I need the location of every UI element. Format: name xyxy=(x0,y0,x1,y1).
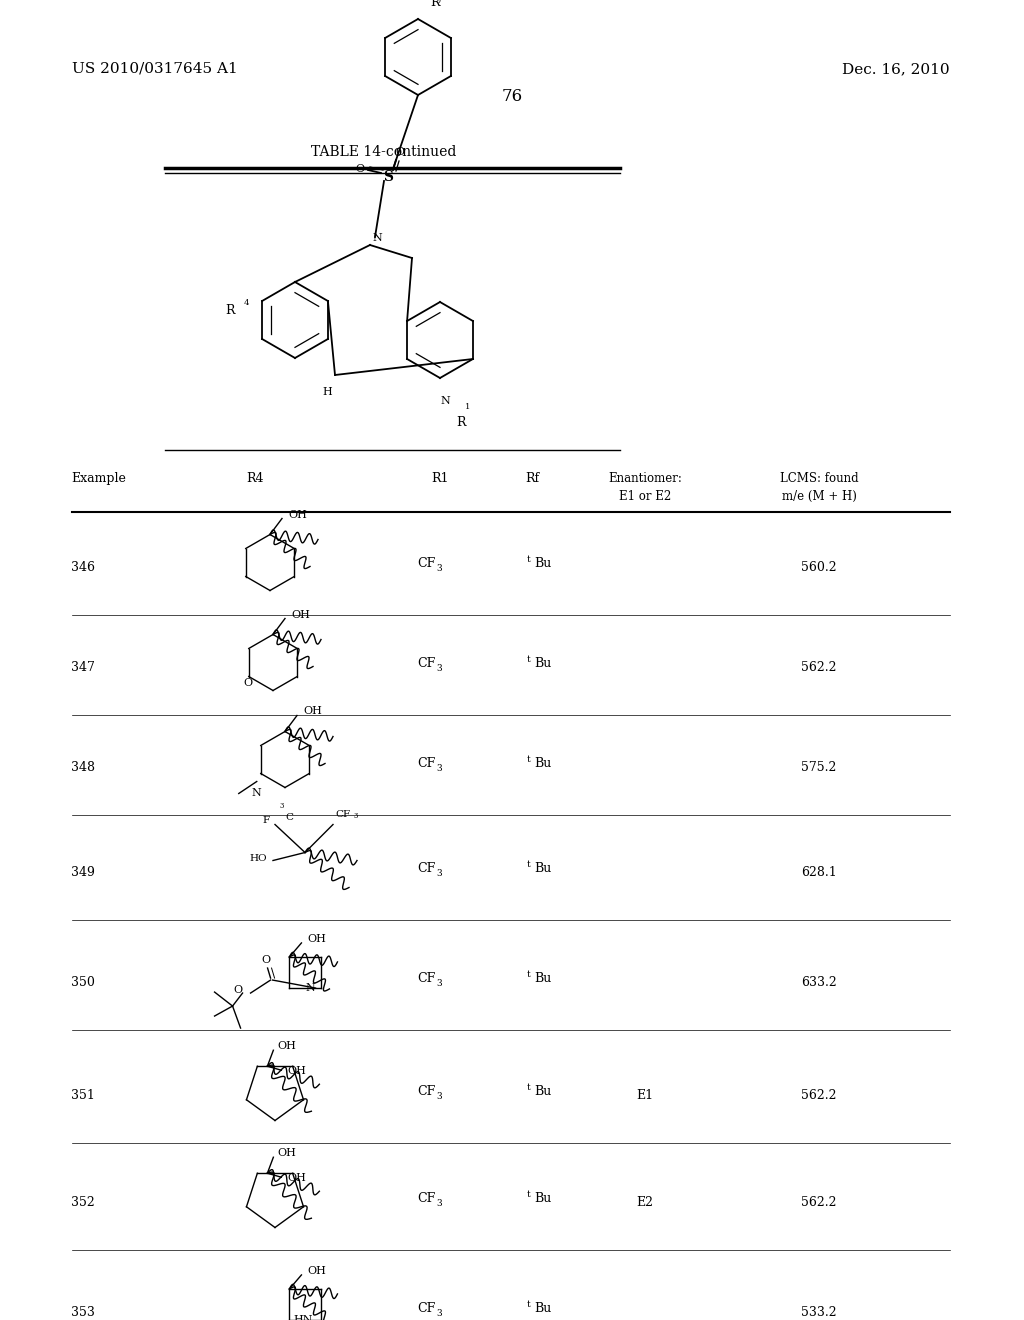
Text: O: O xyxy=(395,147,404,157)
Text: F: F xyxy=(263,816,270,825)
Text: Bu: Bu xyxy=(534,862,551,875)
Text: OH: OH xyxy=(288,510,307,520)
Text: 3: 3 xyxy=(436,1092,441,1101)
Text: Bu: Bu xyxy=(534,972,551,985)
Text: 348: 348 xyxy=(71,762,95,774)
Text: OH: OH xyxy=(303,706,322,717)
Text: CF: CF xyxy=(417,1192,435,1205)
Text: OH: OH xyxy=(288,1067,306,1076)
Text: t: t xyxy=(526,1082,530,1092)
Text: 3: 3 xyxy=(436,1199,441,1208)
Text: Example: Example xyxy=(71,473,126,484)
Text: Enantiomer:: Enantiomer: xyxy=(608,473,682,484)
Text: O: O xyxy=(355,164,365,174)
Text: Bu: Bu xyxy=(534,1085,551,1098)
Text: 353: 353 xyxy=(71,1305,95,1319)
Text: 3: 3 xyxy=(436,564,441,573)
Text: 533.2: 533.2 xyxy=(801,1305,837,1319)
Text: 562.2: 562.2 xyxy=(801,661,837,675)
Text: 3: 3 xyxy=(436,1309,441,1317)
Text: N: N xyxy=(306,983,315,993)
Text: OH: OH xyxy=(278,1148,296,1158)
Text: 633.2: 633.2 xyxy=(801,975,837,989)
Text: TABLE 14-continued: TABLE 14-continued xyxy=(311,145,457,158)
Text: t: t xyxy=(526,861,530,869)
Text: CF: CF xyxy=(417,1302,435,1315)
Text: 347: 347 xyxy=(71,661,95,675)
Text: 562.2: 562.2 xyxy=(801,1089,837,1102)
Text: 349: 349 xyxy=(71,866,95,879)
Text: Bu: Bu xyxy=(534,756,551,770)
Text: OH: OH xyxy=(291,610,310,619)
Text: LCMS: found: LCMS: found xyxy=(779,473,858,484)
Text: OH: OH xyxy=(307,935,327,944)
Text: Bu: Bu xyxy=(534,1302,551,1315)
Text: 3: 3 xyxy=(436,664,441,673)
Text: 351: 351 xyxy=(71,1089,95,1102)
Text: HN: HN xyxy=(293,1315,312,1320)
Text: E1: E1 xyxy=(637,1089,653,1102)
Text: t: t xyxy=(526,970,530,979)
Text: E1 or E2: E1 or E2 xyxy=(618,490,671,503)
Text: 3: 3 xyxy=(436,764,441,774)
Text: 3: 3 xyxy=(436,979,441,987)
Text: H: H xyxy=(323,387,332,397)
Text: N: N xyxy=(252,788,261,797)
Text: OH: OH xyxy=(288,1173,306,1183)
Text: m/e (M + H): m/e (M + H) xyxy=(781,490,856,503)
Text: CF: CF xyxy=(417,756,435,770)
Text: N: N xyxy=(372,234,382,243)
Text: S: S xyxy=(383,170,393,183)
Text: 562.2: 562.2 xyxy=(801,1196,837,1209)
Text: 350: 350 xyxy=(71,975,95,989)
Text: O: O xyxy=(261,956,270,965)
Text: t: t xyxy=(526,1300,530,1309)
Text: R: R xyxy=(225,304,234,317)
Text: t: t xyxy=(526,554,530,564)
Text: 560.2: 560.2 xyxy=(801,561,837,574)
Text: 3: 3 xyxy=(436,869,441,878)
Text: Rf: Rf xyxy=(525,473,539,484)
Text: 346: 346 xyxy=(71,561,95,574)
Text: N: N xyxy=(440,396,450,407)
Text: Bu: Bu xyxy=(534,657,551,671)
Text: C: C xyxy=(285,813,293,822)
Text: R: R xyxy=(457,416,466,429)
Text: 1: 1 xyxy=(465,403,471,411)
Text: Dec. 16, 2010: Dec. 16, 2010 xyxy=(843,62,950,77)
Text: 352: 352 xyxy=(71,1196,95,1209)
Text: t: t xyxy=(526,755,530,764)
Text: OH: OH xyxy=(307,1266,327,1276)
Text: E2: E2 xyxy=(637,1196,653,1209)
Text: CF: CF xyxy=(417,1085,435,1098)
Text: 628.1: 628.1 xyxy=(801,866,837,879)
Text: t: t xyxy=(526,655,530,664)
Text: 4: 4 xyxy=(244,300,250,308)
Text: OH: OH xyxy=(278,1041,296,1051)
Text: 575.2: 575.2 xyxy=(802,762,837,774)
Text: US 2010/0317645 A1: US 2010/0317645 A1 xyxy=(72,62,238,77)
Text: CF: CF xyxy=(417,972,435,985)
Text: 3: 3 xyxy=(353,812,357,820)
Text: O: O xyxy=(233,985,243,995)
Text: t: t xyxy=(526,1191,530,1199)
Text: f: f xyxy=(439,0,442,3)
Text: Bu: Bu xyxy=(534,557,551,570)
Text: R4: R4 xyxy=(246,473,264,484)
Text: CF: CF xyxy=(417,862,435,875)
Text: CF: CF xyxy=(417,657,435,671)
Text: Bu: Bu xyxy=(534,1192,551,1205)
Text: HO: HO xyxy=(250,854,267,863)
Text: O: O xyxy=(244,678,253,689)
Text: CF: CF xyxy=(335,810,350,818)
Text: R1: R1 xyxy=(431,473,449,484)
Text: R: R xyxy=(430,0,439,9)
Text: 3: 3 xyxy=(280,803,285,810)
Text: 76: 76 xyxy=(502,88,522,106)
Text: CF: CF xyxy=(417,557,435,570)
